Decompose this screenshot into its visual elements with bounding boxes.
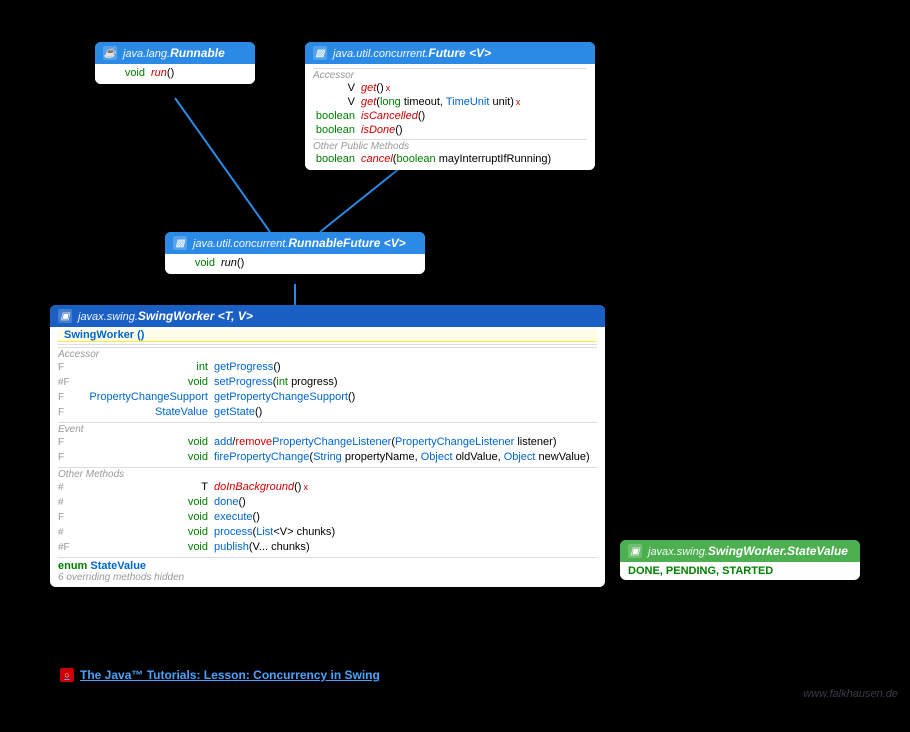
class-body-swingworker: SwingWorker () Accessor F int getProgress… <box>50 327 605 587</box>
section-accessor: Accessor <box>58 347 597 360</box>
method-row: F void add/removePropertyChangeListener … <box>58 435 597 450</box>
class-name: SwingWorker <box>138 309 214 323</box>
enum-values: DONE, PENDING, STARTED <box>620 562 860 580</box>
generics: <T, V> <box>214 309 252 323</box>
enum-icon: ▣ <box>628 544 642 558</box>
pkg-label: java.util.concurrent. <box>333 48 428 60</box>
hidden-methods-note: 6 overriding methods hidden <box>58 572 597 583</box>
method-row: F void firePropertyChange (String proper… <box>58 450 597 465</box>
class-header-runnablefuture: ▩ java.util.concurrent.RunnableFuture <V… <box>165 232 425 254</box>
pkg-label: javax.swing. <box>648 546 708 558</box>
method-row: V get()x <box>313 81 587 95</box>
method-row: #F void publish (V... chunks) <box>58 540 597 555</box>
pkg-label: javax.swing. <box>78 311 138 323</box>
class-icon: ▣ <box>58 309 72 323</box>
section-other: Other Public Methods <box>313 139 587 152</box>
method-row: boolean isDone() <box>313 123 587 137</box>
class-body-runnable: void run() <box>95 64 255 84</box>
method-row: void run() <box>173 256 417 270</box>
method-row: F void execute () <box>58 510 597 525</box>
method-row: # T doInBackground ()x <box>58 480 597 495</box>
method-row: F int getProgress() <box>58 360 597 375</box>
section-accessor: Accessor <box>313 68 587 81</box>
constructor: SwingWorker () <box>58 329 144 341</box>
interface-icon: ▩ <box>313 46 327 60</box>
oracle-icon: ○ <box>60 668 74 682</box>
method-row: void run() <box>103 66 247 80</box>
tutorial-link[interactable]: ○ The Java™ Tutorials: Lesson: Concurren… <box>60 668 380 682</box>
class-header-runnable: ☕ java.lang.Runnable <box>95 42 255 64</box>
method-row: V get(long timeout, TimeUnit unit)x <box>313 95 587 109</box>
tutorial-link-text: The Java™ Tutorials: Lesson: Concurrency… <box>80 668 380 682</box>
pkg-label: java.util.concurrent. <box>193 238 288 250</box>
method-row: F PropertyChangeSupport getPropertyChang… <box>58 390 597 405</box>
class-header-future: ▩ java.util.concurrent.Future <V> <box>305 42 595 64</box>
method-row: boolean isCancelled() <box>313 109 587 123</box>
section-event: Event <box>58 422 597 435</box>
section-other: Other Methods <box>58 467 597 480</box>
method-row: F StateValue getState() <box>58 405 597 420</box>
class-box-runnable: ☕ java.lang.Runnable void run() <box>95 42 255 84</box>
class-box-statevalue: ▣ javax.swing.SwingWorker.StateValue DON… <box>620 540 860 580</box>
class-name: RunnableFuture <box>288 236 380 250</box>
class-name: SwingWorker.StateValue <box>708 544 848 558</box>
method-row: boolean cancel(boolean mayInterruptIfRun… <box>313 152 587 166</box>
generics: <V> <box>466 46 491 60</box>
class-name: Future <box>428 46 465 60</box>
enum-declaration: enum StateValue <box>58 560 597 572</box>
class-box-runnablefuture: ▩ java.util.concurrent.RunnableFuture <V… <box>165 232 425 274</box>
class-body-future: Accessor V get()x V get(long timeout, Ti… <box>305 64 595 170</box>
interface-icon: ▩ <box>173 236 187 250</box>
method-row: #F void setProgress(int progress) <box>58 375 597 390</box>
interface-icon: ☕ <box>103 46 117 60</box>
class-header-swingworker: ▣ javax.swing.SwingWorker <T, V> <box>50 305 605 327</box>
watermark: www.falkhausen.de <box>803 688 898 700</box>
method-row: # void done () <box>58 495 597 510</box>
class-body-runnablefuture: void run() <box>165 254 425 274</box>
method-row: # void process (List<V> chunks) <box>58 525 597 540</box>
class-box-swingworker: ▣ javax.swing.SwingWorker <T, V> SwingWo… <box>50 305 605 587</box>
pkg-label: java.lang. <box>123 48 170 60</box>
class-name: Runnable <box>170 46 225 60</box>
generics: <V> <box>380 236 405 250</box>
class-header-statevalue: ▣ javax.swing.SwingWorker.StateValue <box>620 540 860 562</box>
class-box-future: ▩ java.util.concurrent.Future <V> Access… <box>305 42 595 170</box>
